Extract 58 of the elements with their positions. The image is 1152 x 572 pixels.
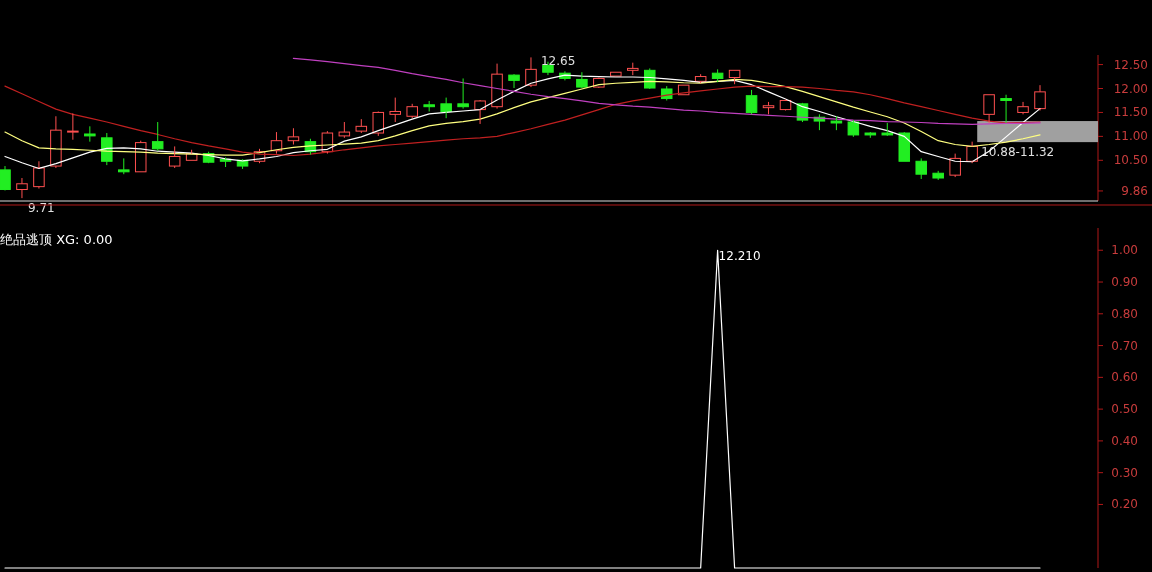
annotation: 12.210 xyxy=(718,249,761,264)
candlestick xyxy=(84,125,96,143)
candlestick xyxy=(593,77,605,88)
candlestick xyxy=(847,119,860,138)
candlestick xyxy=(118,157,130,175)
candlestick xyxy=(864,132,877,139)
y-tick-label: 0.30 xyxy=(1111,465,1138,480)
candlestick xyxy=(915,157,927,180)
candlestick xyxy=(830,115,843,131)
candlestick xyxy=(440,97,452,119)
candlestick xyxy=(966,141,978,164)
y-tick-label: 0.90 xyxy=(1111,275,1138,290)
candlestick xyxy=(389,97,402,123)
candlestick xyxy=(151,121,164,152)
candlestick xyxy=(355,118,368,134)
y-tick-label: 10.50 xyxy=(1113,153,1148,168)
candlestick xyxy=(711,68,724,83)
y-tick-label: 0.20 xyxy=(1111,497,1138,512)
y-tick-label: 9.86 xyxy=(1121,183,1148,198)
candlestick xyxy=(67,112,79,141)
y-tick-label: 0.40 xyxy=(1111,433,1138,448)
y-tick-label: 11.50 xyxy=(1113,105,1148,120)
candlestick xyxy=(576,71,588,88)
candlestick xyxy=(16,177,28,199)
candlestick xyxy=(457,77,469,110)
y-tick-label: 11.00 xyxy=(1113,129,1148,144)
candlestick xyxy=(932,170,944,181)
candlestick xyxy=(1017,101,1029,115)
candlestick xyxy=(745,89,758,115)
chart-title: 绝品逃顶 XG: 0.00 xyxy=(0,232,113,247)
candlestick xyxy=(881,122,894,136)
candlestick xyxy=(474,100,486,125)
candlestick xyxy=(33,160,45,190)
y-tick-label: 0.70 xyxy=(1111,338,1138,353)
y-tick-label: 0.50 xyxy=(1111,402,1138,417)
candlestick xyxy=(168,145,181,169)
candlestick xyxy=(525,56,537,88)
candlestick xyxy=(372,111,385,137)
annotation: 12.65 xyxy=(540,54,576,69)
candlestick xyxy=(1034,84,1046,112)
text: 9.71 xyxy=(27,201,55,216)
candlestick xyxy=(321,130,334,155)
line-series xyxy=(292,57,1041,126)
candlestick xyxy=(508,74,520,89)
candlestick xyxy=(406,103,418,119)
candlestick xyxy=(338,121,351,139)
candlestick xyxy=(491,63,503,110)
candlestick xyxy=(253,148,266,164)
y-tick-label: 0.60 xyxy=(1111,370,1138,385)
y-tick-label: 12.00 xyxy=(1113,81,1148,96)
candlestick xyxy=(694,73,707,84)
candlestick xyxy=(270,131,283,155)
candlestick xyxy=(287,127,300,146)
candlestick xyxy=(1000,94,1012,124)
candlestick xyxy=(50,115,62,169)
y-tick-label: 1.00 xyxy=(1111,243,1138,258)
y-tick-label: 12.50 xyxy=(1113,57,1148,72)
y-tick-label: 0.80 xyxy=(1111,306,1138,321)
